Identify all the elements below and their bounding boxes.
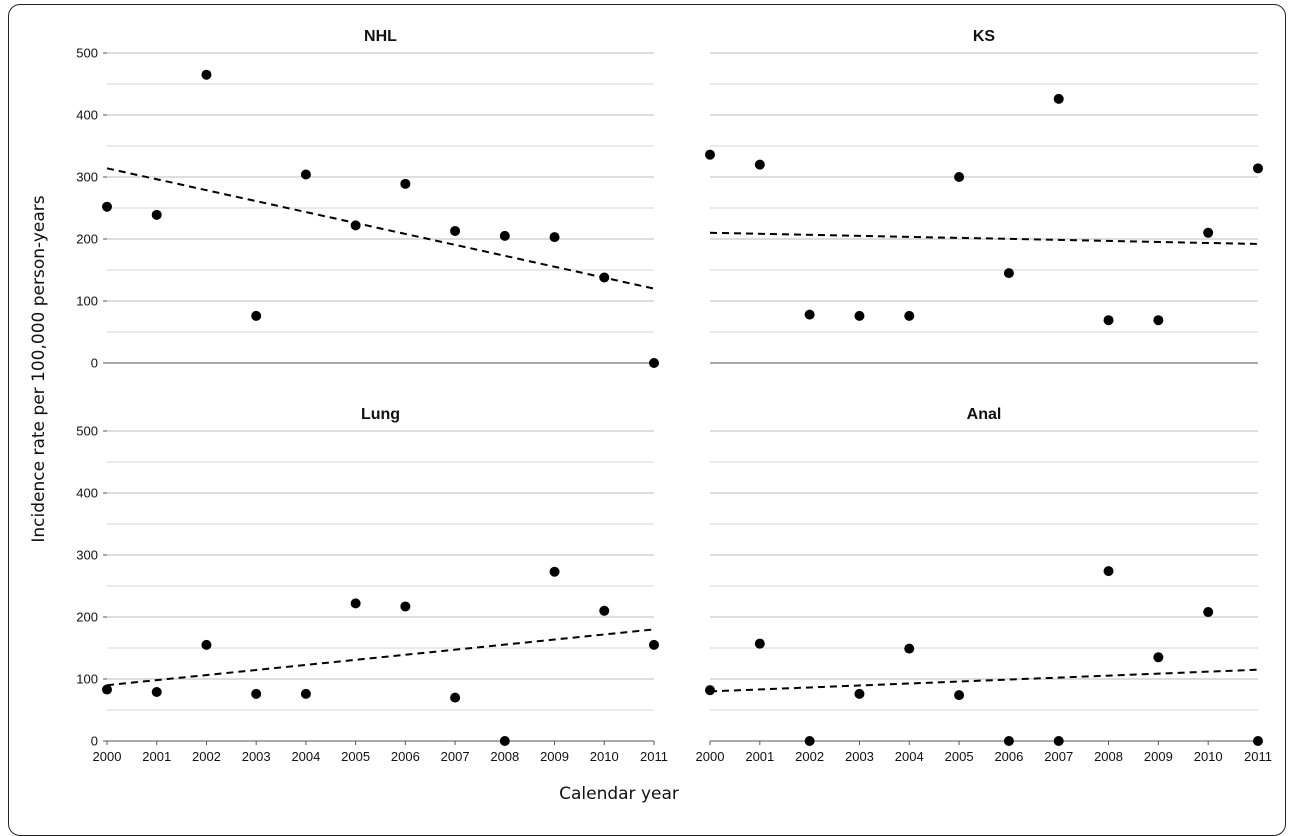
x-tick-label: 2001: [142, 749, 171, 764]
data-point-lung: [201, 639, 212, 650]
x-tick-label: 2006: [994, 749, 1023, 764]
data-point-anal: [1053, 736, 1064, 746]
x-tick-label: 2008: [1094, 749, 1123, 764]
x-tick-label: 2009: [540, 749, 569, 764]
data-point-nhl: [450, 225, 461, 236]
data-point-ks: [1153, 315, 1164, 326]
data-point-nhl: [102, 201, 112, 212]
trend-line-lung: [106, 628, 655, 687]
data-point-nhl: [201, 69, 212, 80]
x-tick-label: 2003: [242, 749, 271, 764]
data-point-lung: [499, 736, 510, 746]
x-tick-label: 2007: [1044, 749, 1073, 764]
data-point-ks: [1003, 268, 1014, 279]
y-tick-label: 500: [76, 46, 98, 61]
y-tick-label: 0: [91, 734, 98, 749]
y-tick-label: 400: [76, 486, 98, 501]
x-tick-label: 2004: [291, 749, 320, 764]
y-tick-label: 100: [76, 294, 98, 309]
data-point-anal: [854, 688, 865, 699]
data-point-ks: [1053, 93, 1064, 104]
x-tick-label: 2009: [1144, 749, 1173, 764]
y-tick-label: 200: [76, 610, 98, 625]
data-point-lung: [549, 566, 560, 577]
x-tick-label: 2002: [192, 749, 221, 764]
data-point-lung: [300, 688, 311, 699]
data-point-lung: [400, 601, 411, 612]
data-point-nhl: [599, 272, 610, 283]
data-point-lung: [102, 684, 112, 695]
data-point-lung: [151, 687, 162, 698]
data-point-ks: [804, 309, 815, 320]
panel-title-ks: KS: [973, 28, 996, 45]
y-tick-label: 100: [76, 672, 98, 687]
data-point-ks: [705, 149, 715, 160]
chart-svg: Calendar year Incidence rate per 100,000…: [29, 28, 1272, 804]
panel-title-lung: Lung: [361, 406, 400, 423]
data-point-nhl: [400, 178, 411, 189]
x-tick-label: 2004: [895, 749, 924, 764]
data-point-lung: [450, 692, 461, 703]
panel-title-anal: Anal: [967, 406, 1002, 423]
trend-line-nhl: [106, 167, 655, 290]
data-point-ks: [904, 310, 915, 321]
data-point-ks: [1253, 163, 1263, 174]
data-point-anal: [1103, 566, 1114, 577]
data-point-lung: [599, 605, 610, 616]
data-point-nhl: [649, 358, 659, 368]
data-point-lung: [251, 688, 262, 699]
x-axis-label: Calendar year: [559, 784, 679, 804]
x-tick-label: 2007: [441, 749, 470, 764]
x-tick-label: 2006: [391, 749, 420, 764]
data-point-anal: [904, 643, 915, 654]
data-point-ks: [954, 172, 965, 182]
data-point-anal: [1203, 607, 1214, 618]
y-tick-label: 500: [76, 424, 98, 439]
x-tick-label: 2001: [745, 749, 774, 764]
panel-title-nhl: NHL: [364, 28, 397, 45]
x-tick-label: 2002: [795, 749, 824, 764]
data-point-nhl: [499, 230, 510, 241]
data-point-lung: [649, 639, 659, 650]
y-tick-label: 300: [76, 170, 98, 185]
x-tick-label: 2010: [1194, 749, 1223, 764]
x-tick-label: 2000: [696, 749, 725, 764]
data-point-anal: [1003, 736, 1014, 746]
y-tick-label: 0: [91, 356, 98, 371]
data-point-anal: [954, 690, 965, 701]
y-tick-label: 300: [76, 548, 98, 563]
data-point-anal: [705, 685, 715, 696]
data-point-anal: [754, 638, 765, 649]
x-tick-label: 2003: [845, 749, 874, 764]
data-point-anal: [1253, 736, 1263, 746]
y-tick-label: 200: [76, 232, 98, 247]
figure-frame: [8, 4, 1286, 836]
y-tick-label: 400: [76, 108, 98, 123]
data-point-ks: [1103, 315, 1114, 326]
x-tick-label: 2005: [945, 749, 974, 764]
data-point-nhl: [549, 232, 560, 243]
data-point-lung: [350, 598, 361, 609]
data-point-ks: [754, 159, 765, 170]
x-tick-label: 2008: [490, 749, 519, 764]
data-point-ks: [1203, 227, 1214, 238]
x-tick-label: 2011: [640, 749, 668, 764]
x-tick-label: 2005: [341, 749, 370, 764]
data-point-nhl: [350, 220, 361, 231]
trend-line-ks: [709, 231, 1259, 245]
data-point-anal: [804, 736, 815, 746]
y-axis-label: Incidence rate per 100,000 person-years: [29, 195, 49, 542]
trend-line-anal: [709, 668, 1259, 693]
x-tick-label: 2000: [93, 749, 122, 764]
data-point-anal: [1153, 652, 1164, 663]
data-point-ks: [854, 310, 865, 321]
data-point-nhl: [151, 209, 162, 220]
x-tick-label: 2011: [1244, 749, 1272, 764]
data-point-nhl: [251, 310, 262, 321]
data-point-nhl: [300, 169, 311, 180]
x-tick-label: 2010: [590, 749, 619, 764]
